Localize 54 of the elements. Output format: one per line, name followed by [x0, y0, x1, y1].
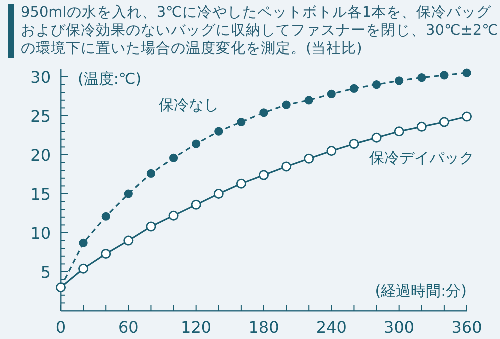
point [462, 112, 472, 122]
point [260, 108, 268, 118]
x-tick-label: 180 [248, 318, 280, 337]
point [416, 122, 427, 132]
y-tick-label: 20 [30, 146, 51, 165]
point [146, 169, 156, 178]
point [214, 189, 224, 199]
point [191, 200, 202, 210]
point [237, 118, 246, 127]
x-tick-label: 300 [384, 318, 415, 337]
point [372, 80, 382, 90]
point [350, 84, 359, 93]
y-tick-label: 25 [30, 107, 51, 126]
point [236, 178, 246, 189]
point [169, 154, 178, 162]
x-tick-label: 240 [316, 318, 347, 337]
point [395, 76, 404, 86]
x-tick-label: 360 [452, 318, 482, 337]
point [124, 236, 134, 246]
point [439, 117, 450, 128]
point [327, 90, 336, 98]
point [102, 212, 110, 221]
point [79, 238, 88, 248]
x-axis-title: (経過時間:分) [375, 282, 467, 300]
x-tick-label: 60 [118, 318, 139, 337]
series-label: 保冷なし [158, 96, 219, 114]
y-tick-label: 30 [30, 68, 51, 87]
y-axis-title: (温度:℃) [78, 70, 142, 88]
point [101, 249, 112, 260]
point [304, 96, 314, 105]
y-tick-label: 5 [40, 263, 51, 282]
x-tick-label: 120 [181, 318, 212, 337]
point [372, 132, 382, 143]
x-tick-label: 0 [56, 318, 66, 337]
point [418, 73, 426, 82]
point [214, 127, 224, 136]
point [462, 68, 472, 78]
point [192, 140, 201, 148]
y-tick-label: 10 [30, 224, 51, 243]
point [440, 71, 449, 80]
point [146, 222, 156, 232]
point [282, 162, 292, 172]
point [282, 100, 291, 110]
y-tick-label: 15 [30, 185, 51, 204]
series-label: 保冷デイパック [369, 148, 474, 167]
point [394, 126, 404, 137]
point [326, 146, 337, 156]
point [304, 154, 314, 164]
point [259, 170, 269, 180]
point [168, 210, 179, 221]
point [78, 264, 89, 274]
chart-title: 950mlの水を入れ、3℃に冷やしたペットボトル各1本を、保冷バッグおよび保冷効果のないバッグに収納してファスナーを閉じ、30℃±2℃の環境下に置いた場合の温度変化を測定。(当社比) [8, 4, 499, 58]
point [349, 139, 360, 150]
point [124, 190, 133, 198]
